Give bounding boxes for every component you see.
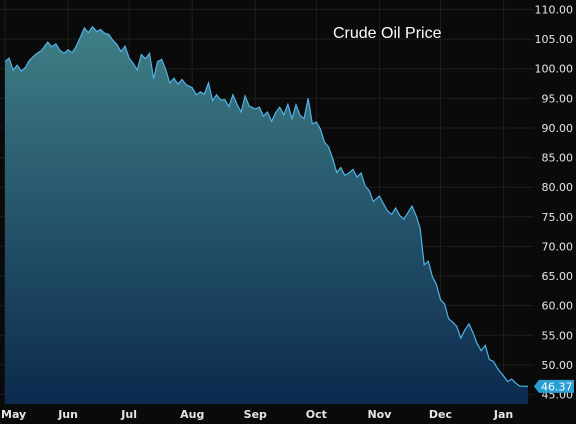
x-tick-label: Nov — [367, 408, 392, 421]
y-tick-label: 75.00 — [542, 211, 574, 224]
y-tick-label: 105.00 — [535, 33, 574, 46]
y-tick-label: 90.00 — [542, 122, 574, 135]
x-tick-label: Aug — [180, 408, 204, 421]
last-value-label: 46.37 — [541, 380, 573, 393]
last-value-badge: 46.37 — [534, 379, 574, 393]
x-tick-label: Jan — [493, 408, 513, 421]
x-axis: May Jun Jul Aug Sep Oct Nov Dec Jan — [1, 408, 513, 421]
last-value-badge-shape — [534, 379, 574, 393]
price-area — [5, 26, 528, 404]
x-tick-label: Jun — [57, 408, 78, 421]
y-tick-label: 60.00 — [542, 300, 574, 313]
y-tick-label: 55.00 — [542, 329, 574, 342]
x-tick-label: Oct — [306, 408, 327, 421]
y-tick-label: 85.00 — [542, 152, 574, 165]
x-tick-label: Dec — [429, 408, 452, 421]
y-tick-label: 50.00 — [542, 359, 574, 372]
price-line — [4, 25, 529, 387]
y-tick-label: 65.00 — [542, 270, 574, 283]
y-tick-label: 100.00 — [535, 63, 574, 76]
y-tick-label: 110.00 — [535, 4, 574, 17]
y-tick-label: 95.00 — [542, 92, 574, 105]
chart-title: Crude Oil Price — [333, 25, 442, 42]
y-tick-label: 80.00 — [542, 181, 574, 194]
x-tick-label: Jul — [120, 408, 137, 421]
x-tick-label: May — [1, 408, 26, 421]
x-tick-label: Sep — [244, 408, 267, 421]
y-tick-label: 70.00 — [542, 240, 574, 253]
